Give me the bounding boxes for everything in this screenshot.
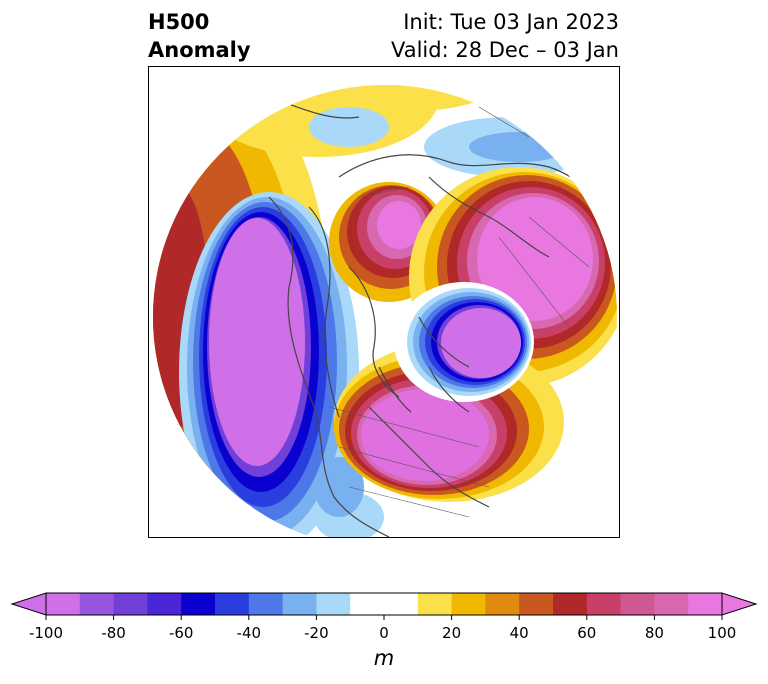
ridge-south <box>334 342 564 502</box>
colorbar-cell <box>384 593 419 615</box>
trough-west <box>179 192 384 537</box>
colorbar-ticks: -100 -80 -60 -40 -20 0 20 40 60 80 100 <box>29 615 736 642</box>
colorbar-cell <box>485 593 520 615</box>
colorbar-tick-label: 40 <box>510 624 529 642</box>
colorbar-tick-label: 100 <box>708 624 737 642</box>
colorbar-tick-label: -20 <box>304 624 329 642</box>
trough-central <box>394 282 534 402</box>
coastlines <box>268 96 610 537</box>
colorbar-cell <box>79 593 115 615</box>
polar-map <box>153 85 617 537</box>
map-panel <box>148 66 620 538</box>
colorbar-arrow-left <box>10 592 47 616</box>
init-time: Init: Tue 03 Jan 2023 <box>403 10 619 34</box>
colorbar-unit: m <box>373 646 395 670</box>
valid-period: Valid: 28 Dec – 03 Jan <box>390 38 619 62</box>
colorbar-tick-label: 60 <box>577 624 596 642</box>
ridge-north <box>329 182 449 302</box>
colorbar-cell <box>113 593 148 615</box>
colorbar-cell <box>688 593 723 615</box>
colorbar-cell <box>417 593 453 615</box>
colorbar-cell <box>282 593 317 615</box>
colorbar-tick-label: -100 <box>29 624 63 642</box>
colorbar-cell <box>586 593 622 615</box>
colorbar-tick-label: -40 <box>237 624 262 642</box>
country-borders <box>328 106 590 518</box>
colorbar-cell <box>553 593 588 615</box>
colorbar-cell <box>248 593 284 615</box>
colorbar-tick-label: 20 <box>442 624 461 642</box>
title-right: Init: Tue 03 Jan 2023 Valid: 28 Dec – 03… <box>391 8 619 64</box>
colorbar-tick-label: -80 <box>101 624 126 642</box>
colorbar-cell <box>654 593 689 615</box>
colorbar-tick-label: 80 <box>645 624 664 642</box>
title-variable: H500 <box>148 10 210 34</box>
colorbar: -100 -80 -60 -40 -20 0 20 40 60 80 100 <box>10 592 758 642</box>
title-anomaly: Anomaly <box>148 38 251 62</box>
colorbar-tick-label: -60 <box>169 624 194 642</box>
colorbar-cell <box>451 593 486 615</box>
colorbar-cell <box>519 593 554 615</box>
colorbar-cells <box>10 592 758 616</box>
colorbar-cell <box>147 593 182 615</box>
colorbar-cell <box>316 593 351 615</box>
colorbar-cell <box>181 593 216 615</box>
colorbar-cell <box>46 593 81 615</box>
title-left: H500 Anomaly <box>148 8 251 64</box>
colorbar-cell <box>215 593 250 615</box>
colorbar-tick-label: 0 <box>379 624 389 642</box>
colorbar-cell <box>620 593 655 615</box>
colorbar-arrow-right <box>721 592 758 616</box>
colorbar-cell <box>350 593 385 615</box>
